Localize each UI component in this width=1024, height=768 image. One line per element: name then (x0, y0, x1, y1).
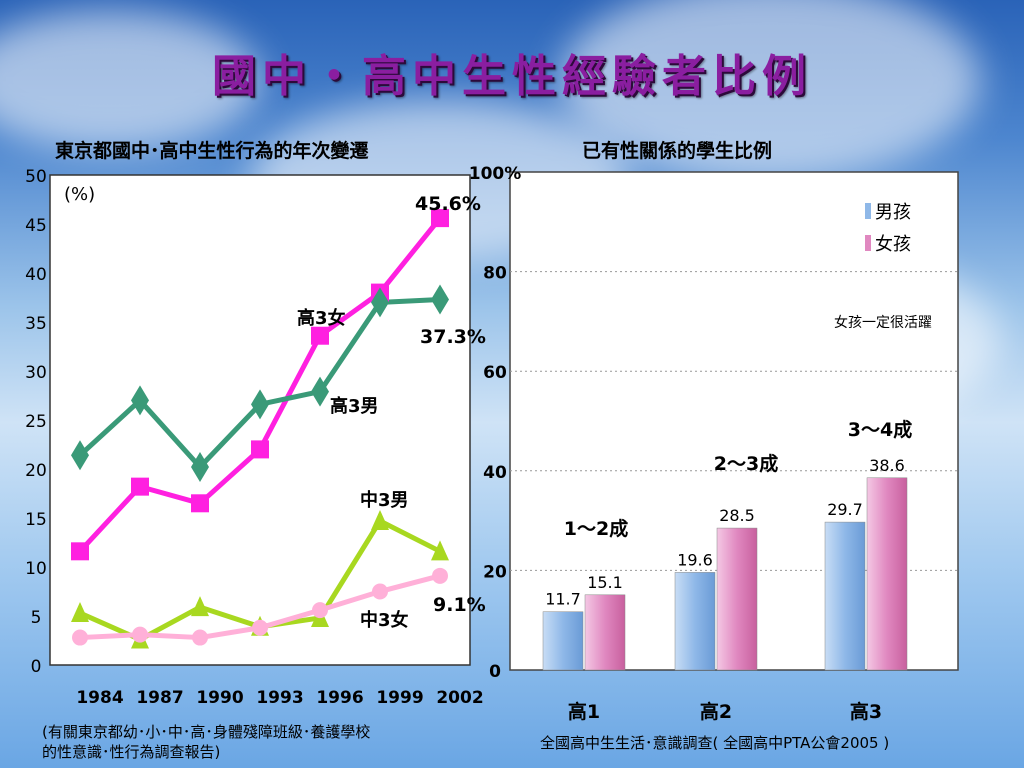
y-tick-label: 45 (25, 216, 47, 236)
x-category-label: 高2 (700, 700, 732, 723)
series-label: 高3男 (330, 395, 379, 417)
y-tick-label: 20 (25, 461, 47, 481)
x-tick-label: 1993 (256, 688, 303, 708)
legend-label: 女孩 (875, 234, 911, 255)
left-source-note: (有關東京都幼･小･中･高･身體殘障班級･養護學校 的性意識･性行為調查報告) (42, 722, 370, 762)
data-point-circle (252, 619, 268, 636)
data-point-diamond (431, 284, 449, 315)
bar-value-label: 11.7 (545, 590, 581, 609)
end-value-label: 45.6% (415, 193, 481, 215)
data-point-triangle (191, 596, 209, 617)
left-source-note-line: 的性意識･性行為調查報告) (42, 743, 221, 761)
data-point-square (431, 209, 449, 228)
y-unit-label: (%) (64, 184, 95, 205)
data-point-triangle (431, 540, 449, 561)
data-point-square (191, 494, 209, 513)
bar-value-label: 29.7 (827, 500, 863, 519)
y-tick-label: 20 (483, 562, 507, 582)
bar-value-label: 28.5 (719, 506, 755, 525)
data-point-circle (432, 567, 448, 584)
series-label: 中3男 (360, 489, 409, 511)
data-point-diamond (131, 385, 149, 416)
y-tick-label: 25 (25, 412, 47, 432)
data-point-circle (132, 626, 148, 643)
x-tick-label: 1999 (376, 688, 423, 708)
bar-男孩 (542, 611, 584, 671)
bar-女孩 (584, 594, 626, 671)
bar-annotation: 1～2成 (564, 517, 628, 540)
y-tick-label: 0 (489, 662, 501, 682)
y-tick-label: 40 (483, 463, 507, 483)
y-tick-label: 60 (483, 363, 507, 383)
x-tick-label: 2002 (436, 688, 483, 708)
data-point-square (131, 477, 149, 496)
data-point-circle (72, 629, 88, 646)
slide-title: 國中・高中生性經驗者比例 (212, 51, 812, 102)
x-tick-label: 1987 (136, 688, 183, 708)
series-label: 高3女 (297, 307, 346, 329)
bar-value-label: 19.6 (677, 550, 713, 569)
y-tick-label: 30 (25, 363, 47, 383)
x-tick-label: 1990 (196, 688, 243, 708)
x-category-label: 高1 (568, 700, 600, 723)
end-value-label: 37.3% (420, 326, 486, 348)
bar-value-label: 38.6 (869, 456, 905, 475)
data-point-diamond (371, 287, 389, 318)
y-tick-label: 100% (469, 164, 522, 184)
data-point-diamond (311, 376, 329, 407)
left-chart-title: 東京都國中･高中生性行為的年次變遷 (55, 140, 369, 162)
data-point-square (71, 542, 89, 561)
bar-annotation: 3～4成 (848, 418, 912, 441)
data-point-circle (312, 602, 328, 619)
y-tick-label: 15 (25, 510, 47, 530)
legend-label: 男孩 (875, 202, 911, 223)
data-point-triangle (71, 602, 89, 623)
data-point-diamond (191, 452, 209, 483)
bar-女孩 (866, 477, 908, 671)
bar-annotation: 2～3成 (714, 452, 778, 475)
data-point-triangle (371, 509, 389, 530)
bar-男孩 (674, 572, 716, 671)
series-label: 中3女 (360, 609, 409, 631)
right-source-note: 全國高中生生活･意識調查( 全國高中PTA公會2005 ) (540, 734, 890, 752)
end-value-label: 9.1% (433, 594, 486, 616)
data-point-circle (372, 583, 388, 600)
line-chart-plot-area (49, 174, 471, 666)
y-tick-label: 5 (31, 608, 42, 628)
x-tick-label: 1996 (316, 688, 363, 708)
y-tick-label: 10 (25, 559, 47, 579)
bar-女孩 (716, 527, 758, 671)
y-tick-label: 50 (25, 167, 47, 187)
data-point-diamond (251, 389, 269, 420)
cloud-decoration (560, 0, 980, 180)
y-tick-label: 35 (25, 314, 47, 334)
bar-value-label: 15.1 (587, 573, 623, 592)
data-point-square (251, 440, 269, 459)
left-source-note-line: (有關東京都幼･小･中･高･身體殘障班級･養護學校 (42, 723, 371, 741)
x-tick-label: 1984 (76, 688, 123, 708)
y-tick-label: 40 (25, 265, 47, 285)
cloud-decoration (0, 10, 260, 150)
y-tick-label: 0 (31, 657, 42, 677)
data-point-circle (192, 629, 208, 646)
bar-男孩 (824, 521, 866, 671)
data-point-square (311, 326, 329, 345)
legend-swatch (865, 203, 871, 219)
x-category-label: 高3 (850, 700, 882, 723)
legend-swatch (865, 235, 871, 251)
bar-chart-comment: 女孩一定很活躍 (834, 314, 932, 331)
right-chart-title: 已有性關係的學生比例 (582, 140, 773, 162)
y-tick-label: 80 (483, 264, 507, 284)
data-point-diamond (71, 440, 89, 471)
